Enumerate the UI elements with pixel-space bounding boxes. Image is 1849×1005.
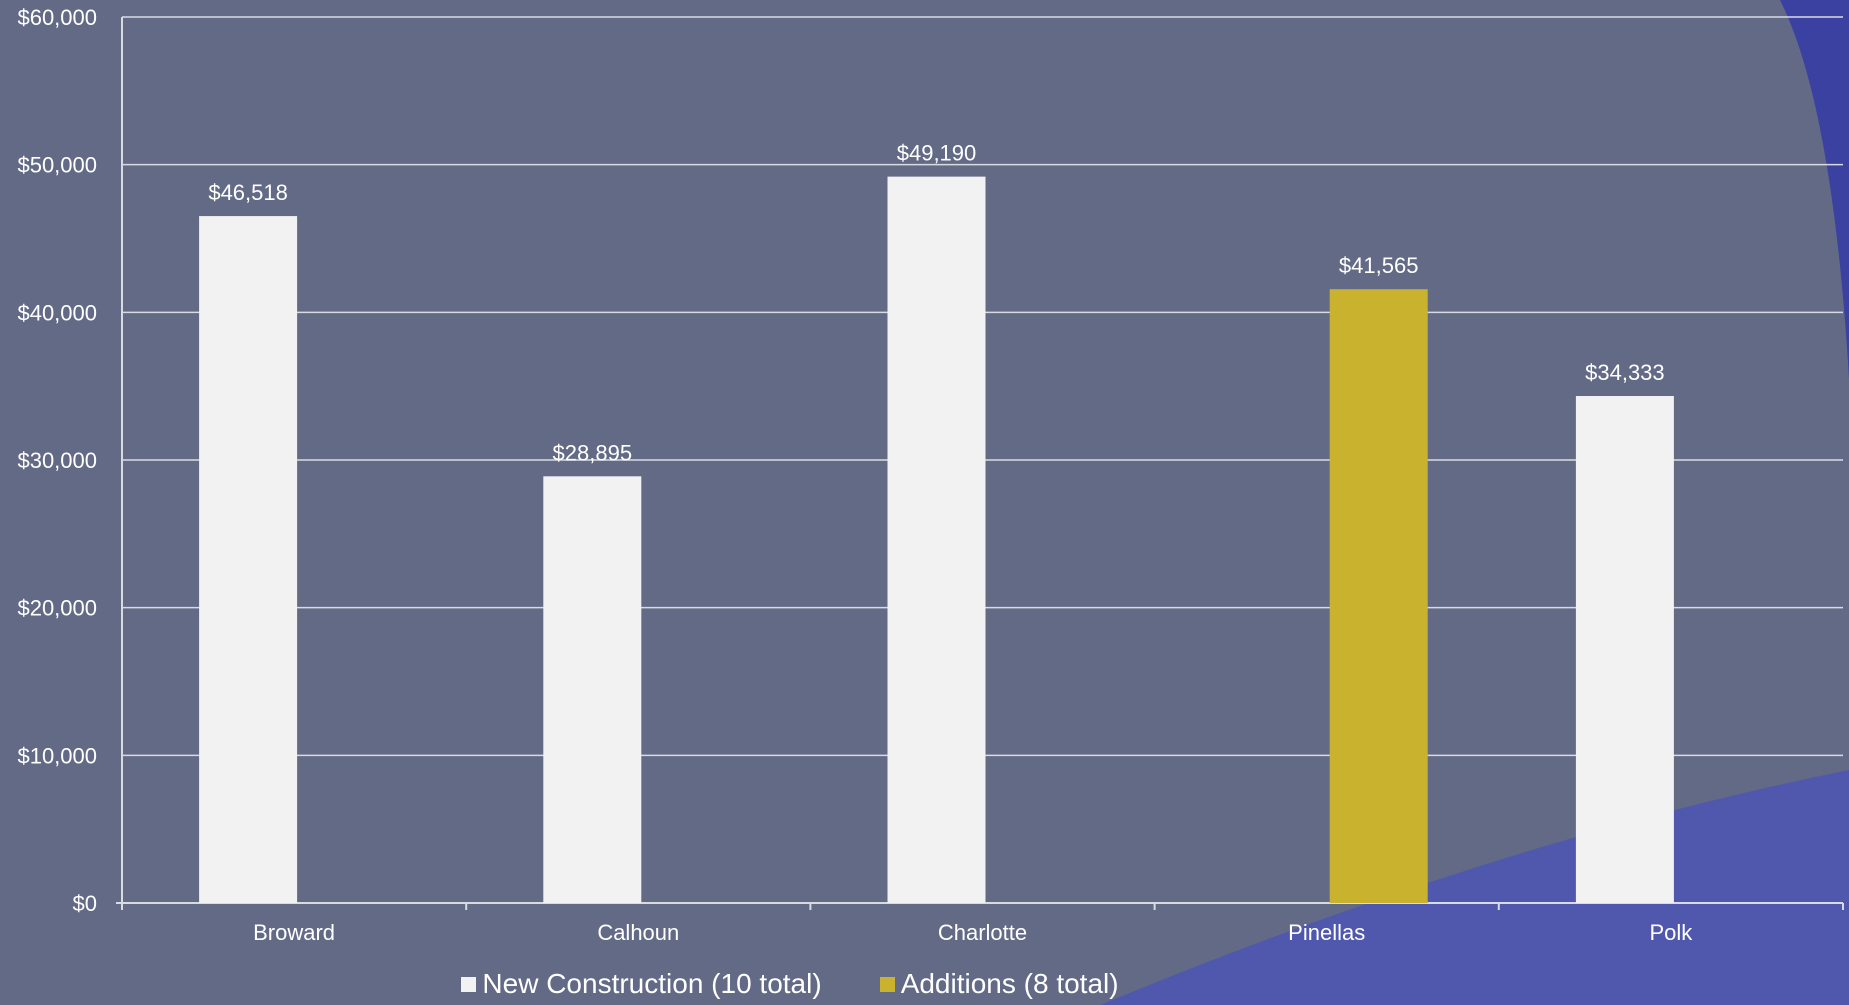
- value-label-charlotte: $49,190: [897, 141, 977, 166]
- bar-charlotte: [887, 176, 986, 903]
- value-label-polk: $34,333: [1585, 360, 1665, 385]
- y-tick-label: $10,000: [17, 743, 97, 768]
- bar-calhoun: [543, 476, 642, 903]
- bar-polk: [1575, 396, 1674, 903]
- y-tick-label: $40,000: [17, 300, 97, 325]
- value-label-pinellas: $41,565: [1339, 253, 1419, 278]
- value-label-calhoun: $28,895: [553, 440, 633, 465]
- background-arc-dark: [1780, 0, 1849, 1005]
- y-tick-label: $60,000: [17, 5, 97, 30]
- legend-item-additions: Additions (8 total): [879, 968, 1119, 1000]
- legend-swatch-new-construction: [461, 976, 477, 992]
- legend-swatch-additions: [879, 976, 895, 992]
- legend-label-additions: Additions (8 total): [900, 968, 1119, 999]
- x-tick-label-charlotte: Charlotte: [938, 920, 1027, 945]
- x-axis-tick-labels: Broward Calhoun Charlotte Pinellas Polk: [253, 920, 1693, 945]
- bars: [199, 176, 1674, 903]
- y-tick-label: $50,000: [17, 153, 97, 178]
- x-tick-label-broward: Broward: [253, 920, 335, 945]
- bar-value-labels: $46,518 $28,895 $49,190 $41,565 $34,333: [208, 141, 1664, 466]
- y-tick-label: $20,000: [17, 596, 97, 621]
- x-tick-label-polk: Polk: [1650, 920, 1694, 945]
- bar-broward: [199, 216, 298, 903]
- bar-pinellas: [1329, 289, 1428, 903]
- x-tick-label-calhoun: Calhoun: [597, 920, 679, 945]
- value-label-broward: $46,518: [208, 180, 288, 205]
- legend-label-new-construction: New Construction (10 total): [482, 968, 822, 999]
- legend: New Construction (10 total) Additions (8…: [0, 968, 1580, 1000]
- y-tick-label: $30,000: [17, 448, 97, 473]
- legend-item-new-construction: New Construction (10 total): [461, 968, 822, 1000]
- x-tick-label-pinellas: Pinellas: [1288, 920, 1365, 945]
- y-tick-label: $0: [73, 891, 97, 916]
- y-axis-tick-labels: $0 $10,000 $20,000 $30,000 $40,000 $50,000 $60…: [17, 5, 97, 916]
